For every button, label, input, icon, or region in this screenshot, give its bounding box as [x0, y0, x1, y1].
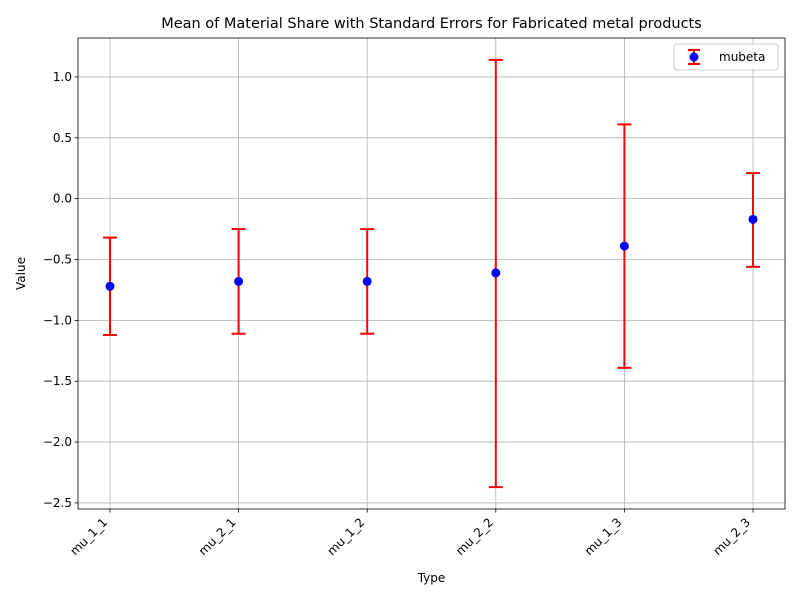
chart-title: Mean of Material Share with Standard Err… [161, 16, 702, 32]
y-tick-label: 0.5 [53, 131, 72, 145]
x-tick-label: mu_1_3 [582, 515, 625, 558]
errorbar-point [488, 58, 503, 489]
y-tick-label: −0.5 [43, 253, 72, 267]
errorbar-point [746, 172, 760, 268]
grid [78, 38, 785, 509]
legend-marker [689, 52, 699, 62]
x-tick-label: mu_1_2 [324, 515, 367, 558]
x-axis: mu_1_1 mu_2_1 mu_1_2 mu_2_2 mu_1_3 mu_2_3 [67, 509, 754, 558]
y-axis: −2.5 −2.0 −1.5 −1.0 −0.5 0.0 0.5 1.0 [43, 70, 78, 510]
x-tick-label: mu_1_1 [67, 515, 110, 558]
legend: mubeta [673, 43, 779, 71]
legend-label: mubeta [719, 50, 765, 64]
y-tick-label: −2.5 [43, 496, 72, 510]
x-tick-label: mu_2_3 [710, 515, 753, 558]
data-point [234, 276, 244, 286]
errorbar-point [103, 236, 117, 336]
legend-symbol [688, 49, 700, 65]
x-axis-label: Type [417, 571, 446, 585]
data-point [362, 276, 372, 286]
x-tick-label: mu_2_1 [196, 515, 239, 558]
data-point [105, 281, 115, 291]
plot-frame [77, 37, 786, 510]
y-tick-label: −1.0 [43, 313, 72, 327]
y-tick-label: −1.5 [43, 374, 72, 388]
errorbar-point [360, 228, 375, 335]
errorbar-point [617, 123, 632, 369]
y-tick-label: 1.0 [53, 70, 72, 84]
y-tick-label: −2.0 [43, 435, 72, 449]
data-point [619, 241, 629, 251]
errorbar-point [231, 228, 246, 335]
y-tick-label: 0.0 [53, 192, 72, 206]
data-layer [103, 58, 760, 489]
x-tick-label: mu_2_2 [453, 515, 496, 558]
y-axis-label: Value [14, 257, 28, 290]
data-point [748, 214, 758, 224]
data-point [491, 268, 501, 278]
